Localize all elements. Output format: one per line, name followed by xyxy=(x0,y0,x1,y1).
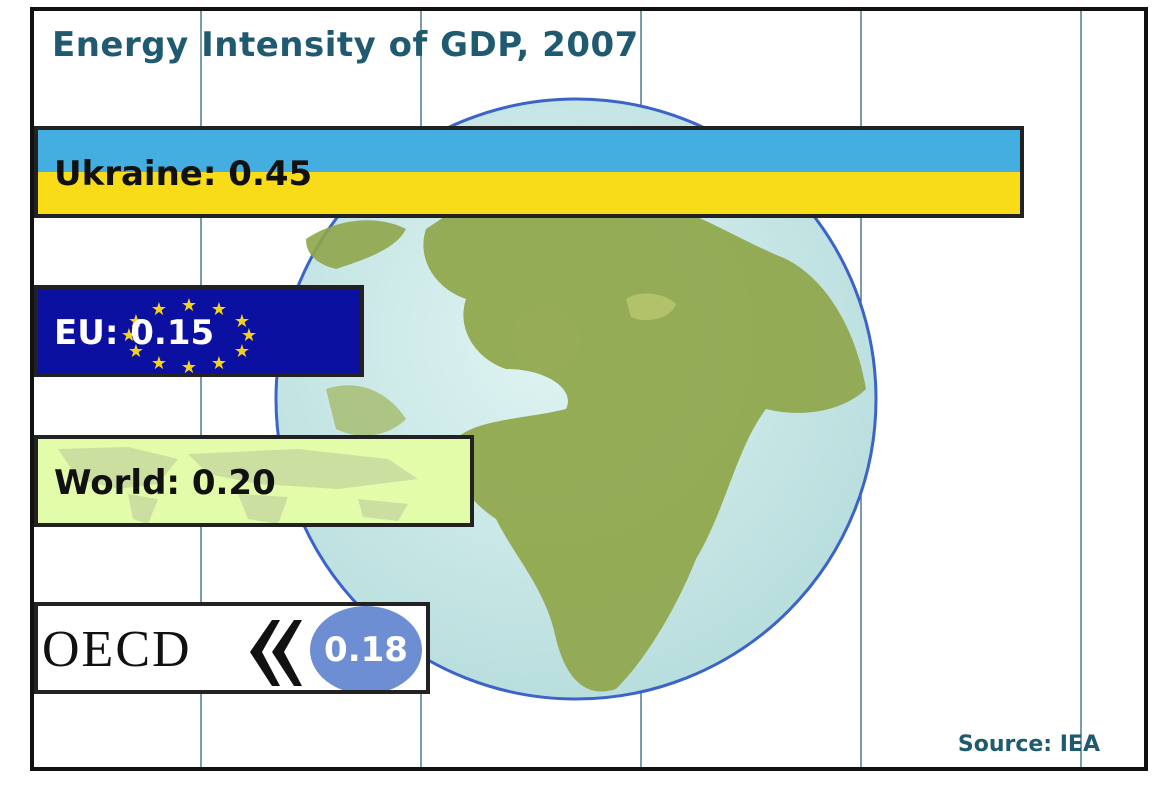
bar-world: World: 0.20 xyxy=(34,435,474,527)
bar-ukraine: Ukraine: 0.45 xyxy=(34,126,1024,218)
ukraine-flag-yellow xyxy=(38,172,1020,214)
svg-text:★: ★ xyxy=(151,299,167,320)
svg-text:★: ★ xyxy=(211,353,227,374)
oecd-chevron-icon xyxy=(250,620,302,686)
bar-label-eu: EU: 0.15 xyxy=(54,313,215,353)
chart-frame: Energy Intensity of GDP, 2007 Ukraine: 0… xyxy=(30,7,1148,771)
svg-text:★: ★ xyxy=(181,295,197,316)
globe-image xyxy=(274,97,878,701)
svg-text:★: ★ xyxy=(121,325,137,346)
svg-text:★: ★ xyxy=(241,325,257,346)
svg-text:★: ★ xyxy=(211,299,227,320)
bar-oecd: OECD 0.18 xyxy=(34,602,430,694)
svg-text:★: ★ xyxy=(151,353,167,374)
svg-text:★: ★ xyxy=(234,311,250,332)
chart-title: Energy Intensity of GDP, 2007 xyxy=(52,25,639,65)
svg-text:★: ★ xyxy=(128,311,144,332)
svg-text:★: ★ xyxy=(181,357,197,377)
svg-text:★: ★ xyxy=(234,341,250,362)
bar-label-oecd: 0.18 xyxy=(324,630,408,670)
bar-eu: ★ ★ ★ ★ ★ ★ ★ ★ ★ ★ ★ ★ EU: 0.15 xyxy=(34,285,364,377)
world-map-icon xyxy=(58,447,418,523)
oecd-logo-text: OECD xyxy=(42,621,192,678)
chart-source: Source: IEA xyxy=(957,732,1100,757)
eu-stars-icon: ★ ★★ ★★★ ★★★ ★★★ xyxy=(121,295,257,377)
oecd-value-ellipse xyxy=(310,606,422,690)
bar-label-ukraine: Ukraine: 0.45 xyxy=(54,154,313,194)
bar-label-world: World: 0.20 xyxy=(54,463,276,503)
ukraine-flag-blue xyxy=(38,130,1020,172)
svg-text:★: ★ xyxy=(128,341,144,362)
